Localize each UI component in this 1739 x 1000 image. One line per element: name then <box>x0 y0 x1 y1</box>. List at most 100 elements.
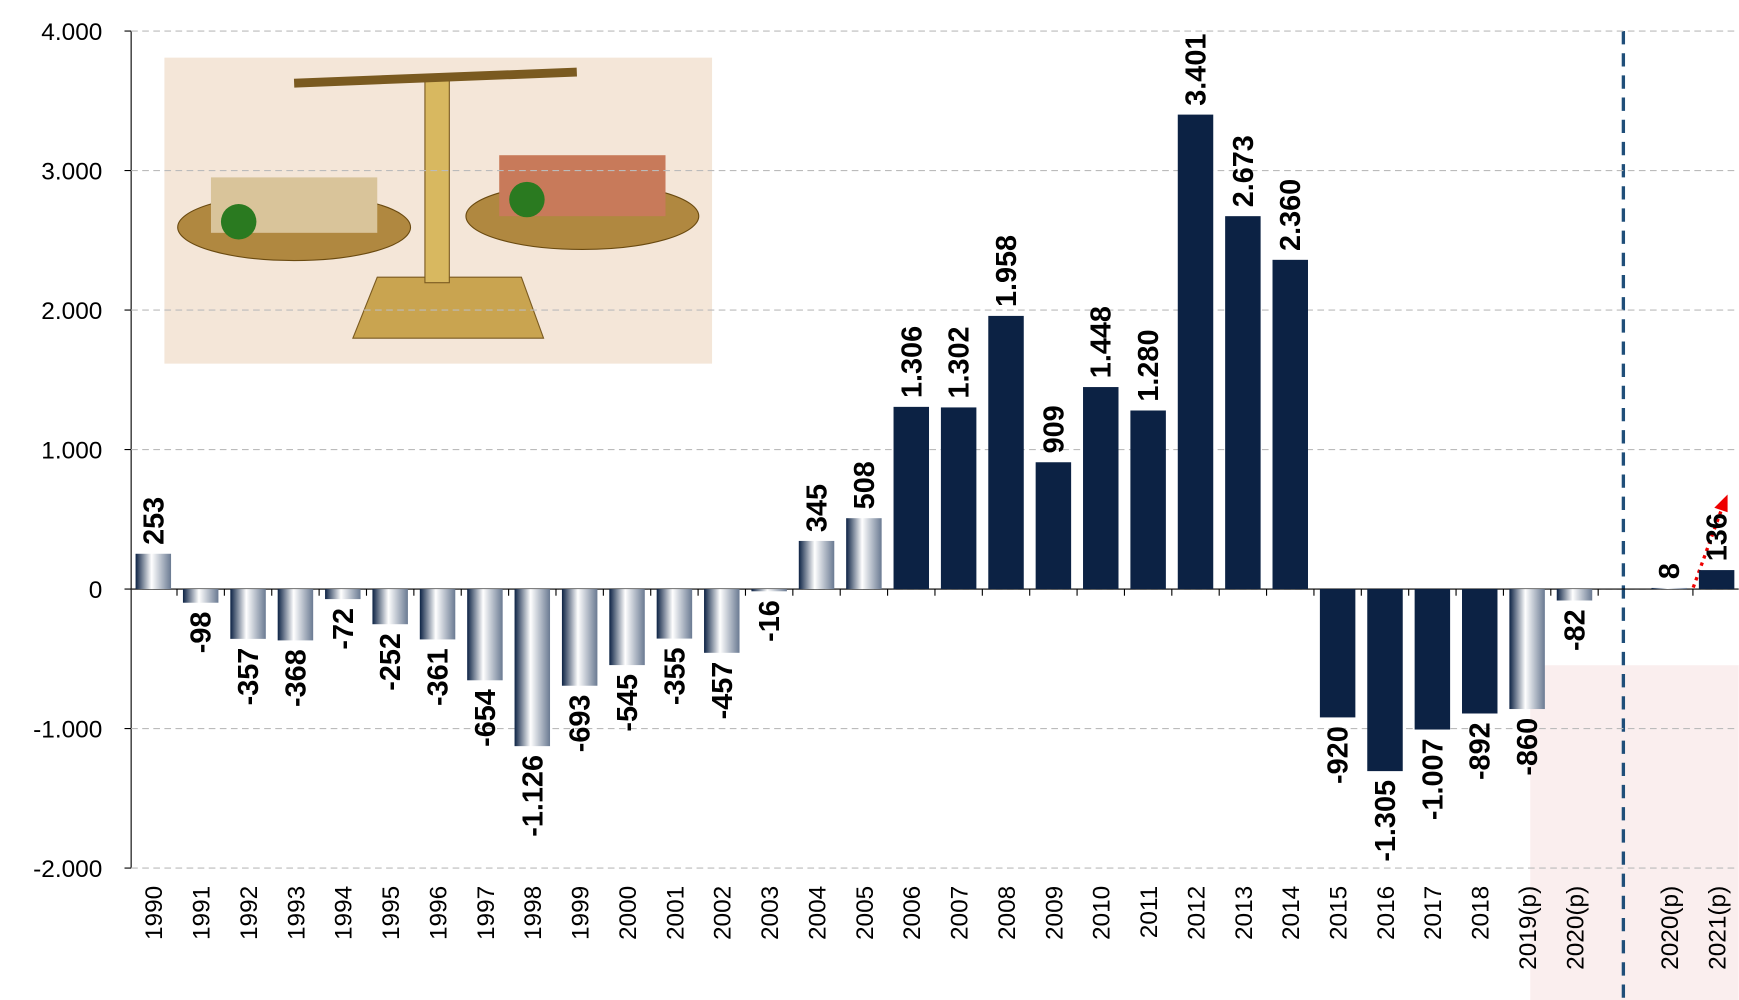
bar <box>751 589 786 591</box>
x-tick-label: 2005 <box>852 886 879 940</box>
x-tick-label: 1997 <box>473 886 500 940</box>
bar <box>420 589 455 639</box>
chart: -2.000-1.00001.0002.0003.0004.0001990253… <box>0 0 1739 1000</box>
bar <box>1036 462 1071 589</box>
value-label: 253 <box>138 497 170 545</box>
x-tick-label: 2001 <box>662 886 689 940</box>
x-tick-label: 2016 <box>1373 886 1400 940</box>
x-tick-label: 1992 <box>236 886 263 940</box>
value-label: -361 <box>423 648 455 706</box>
y-tick-label: 4.000 <box>41 19 102 46</box>
y-tick-label: 2.000 <box>41 298 102 325</box>
illustration <box>164 58 712 364</box>
y-tick-label: 1.000 <box>41 437 102 464</box>
value-label: -920 <box>1323 726 1355 784</box>
value-label: 3.401 <box>1180 34 1212 106</box>
x-tick-label: 2000 <box>615 886 642 940</box>
x-tick-label: 2014 <box>1278 886 1305 940</box>
bar <box>894 407 929 589</box>
x-tick-label: 1998 <box>520 886 547 940</box>
page: {"chart_data": {"type": "bar", "categori… <box>0 0 1739 1000</box>
bar <box>1462 589 1497 713</box>
value-label: -693 <box>565 695 597 753</box>
bar <box>941 407 976 589</box>
value-label: -1.007 <box>1417 738 1449 820</box>
x-tick-label: 2006 <box>899 886 926 940</box>
value-label: 1.306 <box>896 326 928 398</box>
value-label: 1.302 <box>944 326 976 398</box>
x-tick-label: 1994 <box>331 886 358 940</box>
bar <box>562 589 597 686</box>
x-tick-label: 2004 <box>804 886 831 940</box>
bar <box>988 316 1023 589</box>
value-label: -98 <box>186 612 218 654</box>
arrow-head <box>1714 494 1727 512</box>
bar <box>372 589 407 624</box>
x-tick-label: 2012 <box>1183 886 1210 940</box>
bar <box>1178 115 1213 589</box>
value-label: 345 <box>802 484 834 532</box>
value-label: -355 <box>659 647 691 705</box>
y-tick-label: 3.000 <box>41 158 102 185</box>
bar <box>183 589 218 603</box>
bar <box>467 589 502 680</box>
bar <box>1699 570 1734 589</box>
bar <box>704 589 739 653</box>
value-label: -16 <box>754 600 786 642</box>
value-label: 1.280 <box>1133 330 1165 402</box>
value-label: 1.958 <box>991 235 1023 307</box>
value-label: -252 <box>375 633 407 691</box>
bar <box>609 589 644 665</box>
value-label: -545 <box>612 674 644 732</box>
value-label: 508 <box>849 461 881 509</box>
x-tick-label: 2020(p) <box>1562 886 1589 970</box>
x-tick-label: 2015 <box>1325 886 1352 940</box>
x-tick-label: 2007 <box>947 886 974 940</box>
bar <box>1367 589 1402 771</box>
bar <box>1509 589 1544 709</box>
value-label: -72 <box>328 608 360 650</box>
x-tick-label: 1990 <box>141 886 168 940</box>
y-tick-label: -2.000 <box>33 856 102 883</box>
x-tick-label: 2013 <box>1231 886 1258 940</box>
x-tick-label: 1993 <box>283 886 310 940</box>
bar <box>1225 216 1260 589</box>
bar <box>657 589 692 639</box>
value-label: -654 <box>470 689 502 747</box>
value-label: -368 <box>280 649 312 707</box>
x-tick-label: 2020(p) <box>1657 886 1684 970</box>
x-tick-label: 2021(p) <box>1704 886 1731 970</box>
value-label: 1.448 <box>1086 306 1118 378</box>
value-label: 136 <box>1702 513 1734 561</box>
value-label: 2.673 <box>1228 135 1260 207</box>
x-tick-label: 1999 <box>568 886 595 940</box>
bar <box>325 589 360 599</box>
bar <box>515 589 550 746</box>
bar <box>1273 260 1308 589</box>
value-label: -892 <box>1465 722 1497 780</box>
value-label: -357 <box>233 648 265 706</box>
value-label: -82 <box>1559 609 1591 651</box>
x-tick-label: 2008 <box>994 886 1021 940</box>
value-label: -1.126 <box>517 755 549 837</box>
value-label: 909 <box>1038 405 1070 453</box>
x-tick-label: 2009 <box>1041 886 1068 940</box>
bar <box>1130 410 1165 589</box>
bar <box>1651 588 1686 589</box>
x-tick-label: 2002 <box>710 886 737 940</box>
x-tick-label: 2003 <box>757 886 784 940</box>
value-label: -457 <box>707 662 739 720</box>
value-label: -860 <box>1512 718 1544 776</box>
bar <box>1415 589 1450 729</box>
value-label: 2.360 <box>1275 179 1307 251</box>
bar <box>136 554 171 589</box>
x-tick-label: 1996 <box>425 886 452 940</box>
y-tick-label: -1.000 <box>33 716 102 743</box>
bar <box>846 518 881 589</box>
x-tick-label: 2011 <box>1136 886 1163 938</box>
x-tick-label: 2019(p) <box>1515 886 1542 970</box>
bar <box>230 589 265 639</box>
bar <box>1557 589 1592 600</box>
x-tick-label: 2010 <box>1089 886 1116 940</box>
bar <box>799 541 834 589</box>
